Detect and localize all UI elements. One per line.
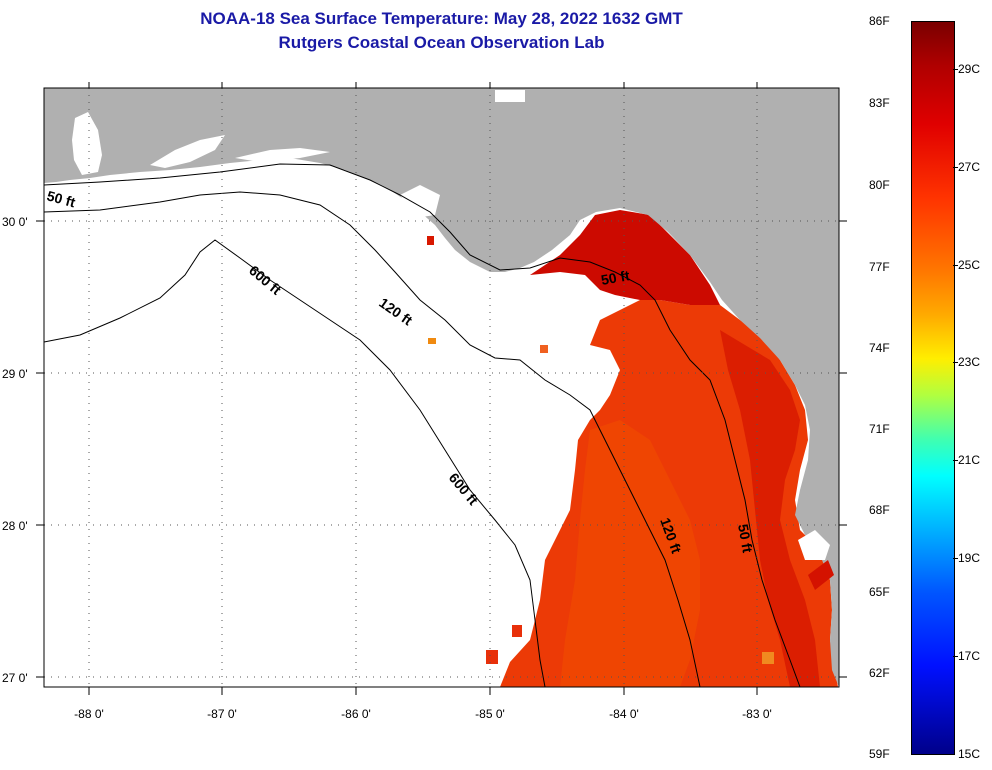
charlotte-harbor bbox=[808, 560, 834, 590]
colorbar-f-label: 65F bbox=[869, 585, 890, 599]
colorbar-c-label: 21C bbox=[958, 453, 981, 467]
lat-tick-label: 27 0' bbox=[2, 671, 28, 685]
lat-tick-label: 30 0' bbox=[2, 215, 28, 229]
colorbar-f-label: 59F bbox=[869, 747, 890, 761]
colorbar-c-label: 17C bbox=[958, 649, 981, 663]
contour-label: 50 ft bbox=[45, 187, 77, 210]
sst-speck bbox=[762, 652, 774, 664]
apalachee-bay bbox=[400, 185, 440, 218]
colorbar-c-label: 25C bbox=[958, 258, 981, 272]
lon-tick-label: -84 0' bbox=[609, 707, 639, 721]
sst-core-region bbox=[560, 420, 700, 687]
mobile-bay bbox=[72, 112, 102, 175]
lon-tick-label: -86 0' bbox=[341, 707, 371, 721]
land-area bbox=[44, 88, 839, 687]
colorbar-f-label: 83F bbox=[869, 96, 890, 110]
temperature-colorbar bbox=[911, 21, 955, 755]
sst-speck bbox=[540, 345, 548, 353]
colorbar-c-label: 27C bbox=[958, 160, 981, 174]
lon-tick-label: -87 0' bbox=[207, 707, 237, 721]
contour-50ft-west bbox=[44, 163, 801, 687]
sst-speck bbox=[486, 650, 498, 664]
colorbar-f-label: 86F bbox=[869, 14, 890, 28]
colorbar-c-label: 15C bbox=[958, 747, 981, 761]
colorbar-c-label: 29C bbox=[958, 62, 981, 76]
choctawhatchee-bay bbox=[235, 148, 330, 162]
colorbar-f-label: 68F bbox=[869, 503, 890, 517]
lon-tick-label: -88 0' bbox=[74, 707, 104, 721]
colorbar-f-label: 74F bbox=[869, 341, 890, 355]
contour-label: 50 ft bbox=[600, 267, 631, 288]
contour-600ft bbox=[44, 239, 546, 687]
colorbar-f-label: 62F bbox=[869, 666, 890, 680]
sst-speck bbox=[512, 625, 522, 637]
lon-tick-label: -85 0' bbox=[475, 707, 505, 721]
colorbar-f-label: 80F bbox=[869, 178, 890, 192]
lon-tick-label: -83 0' bbox=[742, 707, 772, 721]
lat-tick-label: 28 0' bbox=[2, 519, 28, 533]
axis-ticks bbox=[36, 82, 847, 695]
map-subtitle: Rutgers Coastal Ocean Observation Lab bbox=[278, 33, 605, 52]
colorbar-f-label: 77F bbox=[869, 260, 890, 274]
sst-speck bbox=[427, 236, 434, 245]
inland-lake bbox=[495, 90, 525, 102]
sst-hot-region bbox=[530, 210, 720, 305]
colorbar-c-label: 19C bbox=[958, 551, 981, 565]
pensacola-bay bbox=[150, 135, 225, 168]
sst-speck bbox=[428, 338, 436, 344]
map-title: NOAA-18 Sea Surface Temperature: May 28,… bbox=[200, 9, 683, 28]
map-frame bbox=[43, 87, 840, 688]
colorbar-f-label: 71F bbox=[869, 422, 890, 436]
tampa-bay bbox=[798, 530, 830, 560]
bathymetry-contours bbox=[44, 163, 801, 687]
contour-label: 50 ft bbox=[735, 523, 756, 554]
contour-120ft bbox=[44, 191, 701, 687]
colorbar-c-label: 23C bbox=[958, 355, 981, 369]
sst-coastal-band bbox=[720, 330, 820, 687]
lat-tick-label: 29 0' bbox=[2, 367, 28, 381]
